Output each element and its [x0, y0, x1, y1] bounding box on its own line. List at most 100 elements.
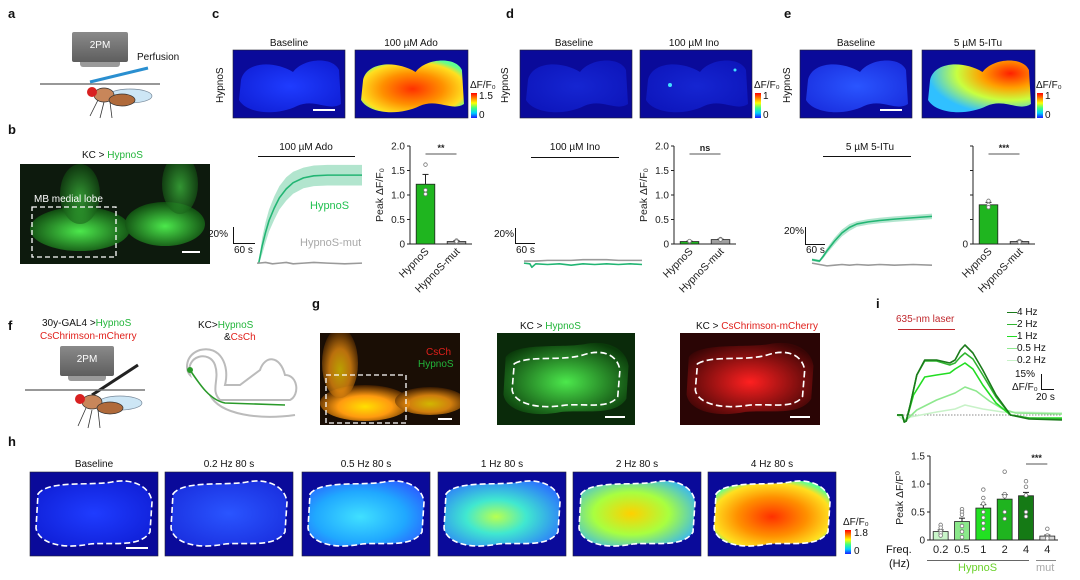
y-tick-label: 1.5 — [911, 452, 925, 463]
category-label: 4 — [1023, 544, 1029, 556]
panel-label-c: c — [212, 6, 220, 21]
fly-optogenetics-illustration — [25, 363, 145, 429]
heatmap-signal — [646, 60, 748, 113]
heatmap-region — [646, 60, 748, 113]
g-title-green-name: HypnoS — [545, 321, 581, 332]
legend-swatch — [1007, 335, 1017, 338]
i-laser-label: 635-nm laser — [896, 314, 955, 325]
significance-label: ** — [437, 143, 445, 153]
i-scale-y: 15% — [1015, 369, 1036, 380]
data-point — [423, 162, 428, 167]
legend-label: 2 Hz — [1017, 319, 1038, 330]
g-legend-csch: CsCh — [426, 347, 452, 358]
roi-outline — [511, 351, 621, 408]
g-title-red: KC > CsChrimson-mCherry — [696, 321, 818, 332]
heatmap-region — [526, 60, 628, 113]
e-image-title-baseline: Baseline — [836, 38, 876, 49]
e-scale-x: 60 s — [806, 245, 825, 256]
h-colorbar — [845, 530, 851, 554]
e-colorbar-max: 1 — [1045, 91, 1051, 102]
legend-label: 0.5 Hz — [1017, 343, 1046, 354]
data-point — [959, 512, 965, 517]
i-trace-plot — [896, 344, 1063, 423]
heatmap-region — [578, 480, 696, 547]
c-trace-label-hypnos: HypnoS — [310, 200, 350, 212]
c-scale-bar-x — [233, 243, 255, 245]
g-merge-image: CsCh HypnoS — [320, 333, 460, 425]
data-point — [1002, 494, 1007, 499]
data-point — [1023, 479, 1029, 484]
c-image-title-baseline: Baseline — [269, 38, 309, 49]
g-merge-lobes — [320, 333, 460, 424]
heatmap-signal — [806, 60, 908, 113]
heatmap-region — [713, 480, 831, 547]
b-title-prefix: KC > — [82, 150, 108, 161]
y-tick-label: 0.5 — [655, 215, 669, 226]
g-title-red-name: CsChrimson-mCherry — [721, 321, 818, 332]
f-opsin: CsChrimson-mCherry — [40, 331, 137, 342]
heatmap-signal — [239, 60, 341, 113]
panel-label-e: e — [784, 6, 792, 21]
trace-line-0-5-hz — [897, 386, 1063, 422]
h-title-2: 0.5 Hz 80 s — [340, 459, 392, 470]
h-title-4: 2 Hz 80 s — [615, 459, 659, 470]
roi-outline — [307, 480, 425, 547]
heatmap-signal — [171, 480, 287, 547]
h-colorbar-max: 1.8 — [854, 528, 868, 539]
heatmap-region — [443, 480, 561, 547]
f-objective-label: 2PM — [76, 354, 98, 365]
trace-line-hypnos-mut — [257, 261, 363, 265]
i-group-label-hypnos: HypnoS — [958, 562, 998, 574]
e-heatmap-baseline — [799, 49, 913, 119]
h-heatmap-2hz — [572, 471, 702, 557]
f-diagram-amp: & — [224, 332, 231, 343]
heatmap-region — [239, 60, 341, 113]
h-heatmap-1hz — [437, 471, 567, 557]
i-group-line-mut — [1036, 560, 1056, 561]
c-row-label: HypnoS — [215, 67, 226, 103]
g-title-green: KC > HypnoS — [520, 321, 581, 332]
panel-label-h: h — [8, 434, 16, 449]
category-label: 2 — [1002, 544, 1008, 556]
c-trace-plot — [257, 164, 363, 265]
e-image-title-drug: 5 µM 5-ITu — [953, 38, 1003, 49]
roi-outline — [443, 480, 561, 547]
f-diagram-opsin: CsCh — [230, 332, 256, 343]
heatmap-signal — [444, 480, 560, 547]
heatmap-region — [170, 480, 288, 547]
category-label: 4 — [1044, 544, 1050, 556]
g-title-red-prefix: KC > — [696, 321, 722, 332]
h-title-1: 0.2 Hz 80 s — [203, 459, 255, 470]
data-point — [938, 533, 943, 538]
d-scale-y: 20% — [494, 229, 515, 240]
e-colorbar-label: ΔF/F₀ — [1036, 80, 1062, 91]
heatmap-region — [806, 60, 908, 113]
f-driver: 30y-GAL4 — [42, 318, 88, 329]
c-colorbar-max: 1.5 — [479, 91, 493, 102]
heatmap-signal — [928, 60, 1031, 113]
d-row-label: HypnoS — [500, 67, 511, 103]
heatmap-signal — [714, 480, 830, 547]
heatmap-region — [307, 480, 425, 547]
roi-outline — [713, 480, 831, 547]
h-heatmap-4hz — [707, 471, 837, 557]
c-scale-y: 20% — [208, 229, 229, 240]
d-image-title-drug: 100 µM Ino — [668, 38, 720, 49]
legend-swatch — [1007, 359, 1017, 362]
data-point — [718, 237, 723, 242]
heatmap-speck — [668, 83, 672, 87]
h-colorbar-min: 0 — [854, 546, 860, 557]
data-point — [423, 187, 428, 193]
d-image-title-baseline: Baseline — [554, 38, 594, 49]
g-title-green-prefix: KC > — [520, 321, 546, 332]
data-point — [981, 526, 986, 531]
sem-band-hypnos — [258, 164, 362, 265]
y-axis-label: Peak ΔF/F⁰ — [894, 470, 906, 525]
y-tick-label: 1.0 — [391, 191, 405, 202]
legend-swatch — [1007, 311, 1017, 314]
i-group-line-hypnos — [927, 560, 1029, 561]
legend-swatch — [1007, 347, 1017, 350]
i-bar-chart: 0 0.5 1.0 1.5 Peak ΔF/F⁰ 0.2 0.5 1 2 4 4 *** — [894, 452, 1058, 556]
